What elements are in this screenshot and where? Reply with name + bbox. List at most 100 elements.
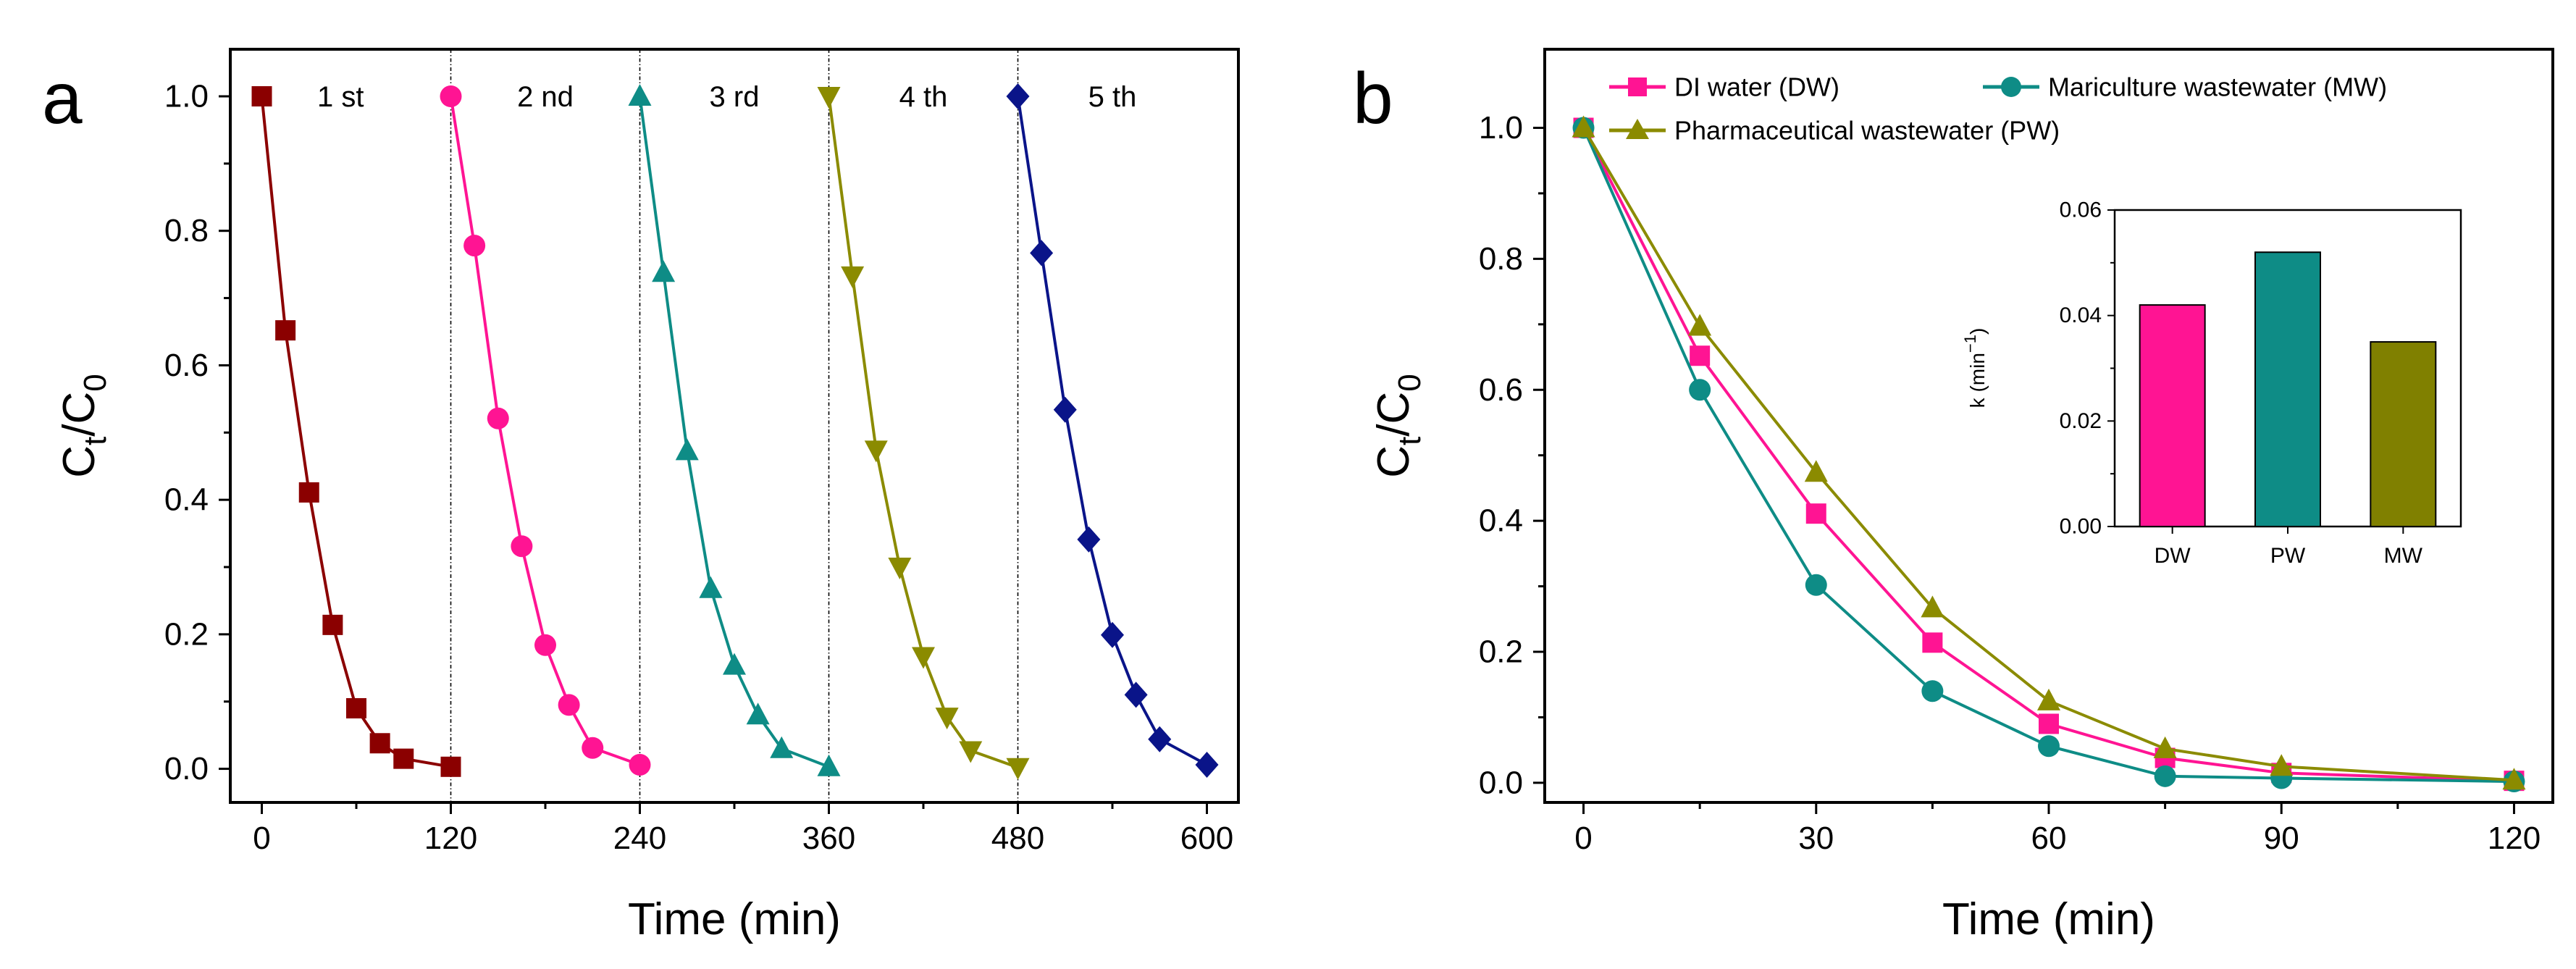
panel-a-point-5-th [1195, 752, 1219, 778]
inset-bar-mw [2370, 341, 2437, 528]
panel-b-point-di-water-dw [1922, 632, 1943, 653]
panel-a-x-tick-label: 120 [424, 821, 477, 856]
panel-a-series-line-2-nd [449, 96, 641, 766]
panel-a-x-axis-title: Time (min) [628, 894, 841, 944]
panel-a-point-5-th [1006, 83, 1030, 109]
panel-b-series [1572, 115, 2526, 793]
panel-b-point-mariculture-wastewater-mw [1921, 680, 1944, 702]
panel-a-point-3-rd [699, 576, 723, 598]
panel-a-point-1-st [298, 482, 319, 503]
legend-marker-triangle [1626, 119, 1649, 139]
panel-a-series-line-1-st [260, 96, 451, 768]
panel-a-point-3-rd [652, 260, 676, 282]
panel-a-point-4-th [817, 87, 841, 109]
panel-a-y-tick-label: 0.6 [164, 348, 209, 383]
legend-marker-circle [2001, 77, 2021, 97]
panel-a-point-2-nd [440, 85, 462, 107]
panel-a: a 0 120 240 360 480 600 0.0 0.2 0.4 0.6 0.8 1.0 1 s… [42, 48, 1240, 944]
panel-b-x-tick-label: 90 [2264, 821, 2299, 856]
inset-y-tick-label: 0.06 [2060, 198, 2102, 222]
panel-b-letter: b [1353, 58, 1393, 139]
panel-a-point-3-rd [817, 754, 841, 776]
panel-b-series-line-di-water-dw [1582, 127, 2514, 783]
cycle-label-1-st: 1 st [317, 81, 364, 113]
cycle-label-2-nd: 2 nd [517, 81, 574, 113]
panel-a-x-tick-label: 0 [253, 821, 270, 856]
panel-b-point-di-water-dw [2039, 713, 2059, 734]
panel-b-legend: DI water (DW) Mariculture wastewater (MW… [1609, 72, 2387, 146]
panel-a-x-tick-label: 240 [613, 821, 666, 856]
panel-b-point-pharmaceutical-wastewater-pw [1688, 314, 1712, 336]
panel-b-x-tick-label: 60 [2031, 821, 2067, 856]
panel-a-point-1-st [393, 748, 414, 769]
panel-a-x-tick-label: 600 [1180, 821, 1233, 856]
panel-a-x-tick-label: 360 [802, 821, 855, 856]
panel-a-point-4-th [935, 708, 959, 730]
panel-b-axis-ticks: 0 30 60 90 120 0.0 0.2 0.4 0.6 0.8 1.0 [1479, 110, 2541, 856]
panel-a-y-tick-label: 0.4 [164, 482, 209, 518]
panel-b-y-tick-label: 0.8 [1479, 241, 1523, 277]
panel-a-point-2-nd [463, 235, 486, 257]
inset-y-tick-label: 0.00 [2060, 515, 2102, 539]
panel-a-point-4-th [1006, 758, 1030, 780]
panel-a-point-1-st [346, 698, 366, 718]
panel-b-point-pharmaceutical-wastewater-pw [1572, 115, 1595, 138]
panel-a-point-5-th [1053, 396, 1077, 423]
panel-b-x-tick-label: 120 [2488, 821, 2541, 856]
panel-a-y-tick-label: 0.0 [164, 751, 209, 786]
panel-a-cycle-dividers [450, 49, 1019, 802]
legend-entry-pw: Pharmaceutical wastewater (PW) [1609, 116, 2060, 146]
panel-b-y-axis-title: Ct/C0 [1369, 374, 1427, 478]
panel-b-point-pharmaceutical-wastewater-pw [2270, 754, 2294, 776]
panel-b-series-line-mariculture-wastewater-mw [1582, 127, 2514, 784]
panel-a-point-4-th [959, 741, 983, 763]
legend-label-pw: Pharmaceutical wastewater (PW) [1674, 116, 2060, 146]
panel-a-point-4-th [864, 440, 888, 463]
panel-b-point-pharmaceutical-wastewater-pw [2037, 688, 2060, 710]
panel-a-point-2-nd [582, 737, 604, 759]
panel-a-point-3-rd [723, 653, 746, 675]
panel-a-cycle-labels: 1 st 2 nd 3 rd 4 th 5 th [317, 81, 1136, 113]
cycle-label-3-rd: 3 rd [710, 81, 760, 113]
panel-a-point-3-rd [628, 84, 652, 106]
inset-bars [2139, 251, 2437, 528]
panel-a-series-line-5-th [1016, 96, 1208, 766]
panel-a-y-axis-title: Ct/C0 [54, 374, 113, 478]
panel-a-point-5-th [1148, 726, 1172, 752]
panel-a-plot-area [229, 48, 1240, 804]
panel-a-point-1-st [369, 733, 390, 754]
panel-a-point-2-nd [534, 634, 556, 656]
panel-b-point-di-water-dw [1805, 503, 1826, 524]
legend-entry-dw: DI water (DW) [1609, 72, 1839, 102]
panel-a-x-tick-label: 480 [991, 821, 1044, 856]
panel-b-point-mariculture-wastewater-mw [1805, 574, 1827, 596]
panel-a-point-4-th [841, 266, 865, 288]
panel-a-series [251, 83, 1219, 780]
inset-x-tick-label: PW [2270, 544, 2306, 568]
panel-a-point-3-rd [770, 736, 794, 758]
panel-b-y-tick-label: 0.2 [1479, 634, 1523, 670]
inset-x-tick-label: MW [2384, 544, 2423, 568]
inset-y-tick-label: 0.02 [2060, 409, 2102, 433]
legend-label-mw: Mariculture wastewater (MW) [2048, 72, 2387, 102]
inset-y-tick-label: 0.04 [2060, 303, 2102, 327]
panel-a-point-5-th [1124, 681, 1148, 708]
panel-a-axis-ticks: 0 120 240 360 480 600 0.0 0.2 0.4 0.6 0.8 1.0 [164, 79, 1233, 857]
legend-marker-square [1628, 77, 1647, 96]
panel-a-letter: a [42, 58, 83, 139]
panel-b-y-tick-label: 1.0 [1479, 110, 1523, 146]
panel-a-point-2-nd [629, 754, 651, 776]
panel-a-point-1-st [251, 86, 272, 106]
panel-b-inset-bar-chart: 0.00 0.02 0.04 0.06 DW PW MW k (min−1) [1961, 198, 2462, 568]
panel-b-point-mariculture-wastewater-mw [2154, 765, 2176, 787]
panel-a-point-5-th [1101, 621, 1124, 648]
cycle-label-5-th: 5 th [1088, 81, 1137, 113]
panel-b-point-di-water-dw [1690, 345, 1711, 366]
panel-a-point-2-nd [511, 535, 533, 558]
panel-a-point-1-st [322, 614, 343, 635]
panel-b-point-pharmaceutical-wastewater-pw [2502, 768, 2526, 790]
panel-b-series-line-pharmaceutical-wastewater-pw [1582, 127, 2514, 782]
panel-b-point-mariculture-wastewater-mw [2038, 735, 2060, 758]
inset-x-tick-label: DW [2155, 544, 2191, 568]
